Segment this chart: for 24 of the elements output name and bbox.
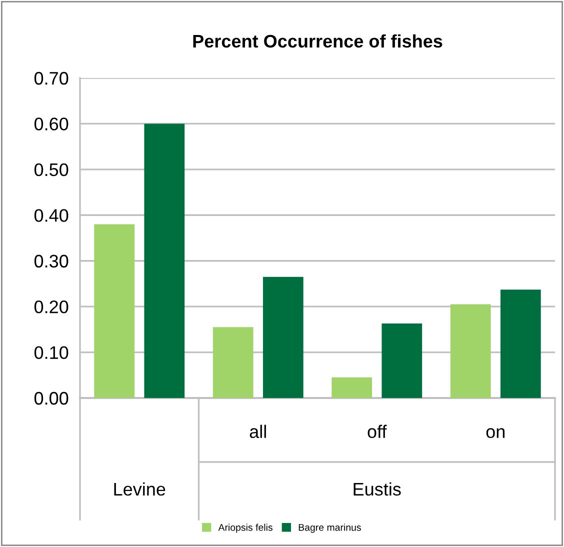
x-tick-label: all (250, 424, 266, 438)
bar (144, 124, 185, 398)
y-tick-label: 0.50 (34, 163, 68, 176)
bar (212, 327, 254, 398)
y-tick-label: 0.60 (34, 118, 68, 130)
y-tick-label: 0.20 (34, 300, 68, 314)
bar (450, 304, 491, 398)
bar (500, 290, 541, 398)
text: Eustis (354, 482, 401, 496)
legend-label: Ariopsis felis (218, 524, 272, 533)
y-tick-label: 0.00 (34, 392, 68, 405)
bar (382, 323, 422, 398)
bar (262, 276, 304, 398)
y-tick-label: 0.40 (34, 209, 68, 222)
y-tick-label: 0.30 (34, 254, 68, 268)
y-tick-label: 0.10 (34, 346, 68, 360)
bar (94, 224, 135, 398)
x-tick-label: on (486, 428, 504, 438)
text: Levine (114, 482, 166, 496)
bar (332, 377, 372, 398)
y-tick-label: 0.70 (34, 72, 68, 85)
x-tick-label: off (368, 424, 387, 438)
chart-title: Percent Occurrence of fishes (193, 34, 442, 48)
legend-label: Bagre marinus (298, 524, 361, 533)
